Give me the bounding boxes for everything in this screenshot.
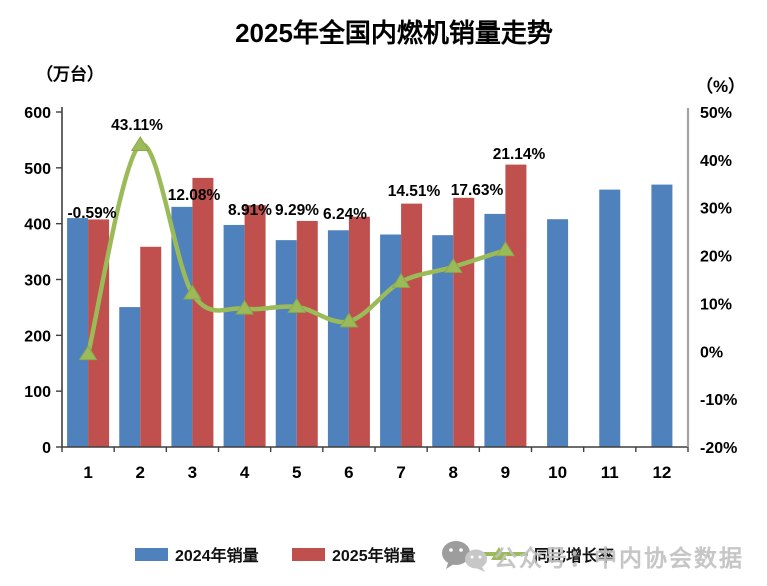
sales-trend-combo-chart: 2025年全国内燃机销量走势 （万台） （%） 0 100 200 300 400 500… <box>24 18 745 482</box>
bar-2024-month-11 <box>599 189 621 447</box>
bar-2024-month-6 <box>327 230 349 447</box>
x-axis-label-month-3: 3 <box>188 463 197 482</box>
bar-2025-month-7 <box>401 203 423 447</box>
growth-marker-month-2 <box>130 136 150 151</box>
bar-2025-month-6 <box>348 216 370 447</box>
bar-2025-month-8 <box>453 197 475 447</box>
x-axis-label-month-7: 7 <box>396 463 405 482</box>
x-axis-label-month-5: 5 <box>292 463 301 482</box>
bar-2024-month-2 <box>119 307 141 447</box>
left-axis-unit-label: （万台） <box>36 64 104 84</box>
right-axis-tick-label: 0% <box>700 344 723 361</box>
right-axis-unit-label: （%） <box>696 76 745 96</box>
legend-label-growth: 同比增长率 <box>534 548 615 565</box>
legend-item-growth: 同比增长率 <box>468 542 614 566</box>
bar-2024-month-9 <box>484 213 506 447</box>
legend-swatch-2025-icon <box>292 547 325 561</box>
growth-label-month-9: 21.14% <box>493 146 546 163</box>
growth-label-month-7: 14.51% <box>388 183 441 200</box>
growth-marker-month-6 <box>339 312 359 328</box>
bar-2024-month-7 <box>380 234 402 447</box>
x-axis-label-month-4: 4 <box>240 463 250 482</box>
x-axis-label-month-6: 6 <box>344 463 353 482</box>
growth-marker-month-5 <box>287 297 307 313</box>
legend-label-2025: 2025年销量 <box>332 548 416 565</box>
bar-2024-month-10 <box>547 219 569 447</box>
x-axis-label-month-2: 2 <box>136 463 145 482</box>
right-axis-tick-label: 10% <box>700 296 732 313</box>
bar-2024-month-3 <box>171 206 193 447</box>
left-axis-tick-label: 400 <box>24 217 51 234</box>
right-axis-tick-label: 20% <box>700 249 732 266</box>
growth-marker-month-9 <box>496 241 515 257</box>
right-axis-tick-label: 30% <box>700 201 732 218</box>
legend-label-2024: 2024年销量 <box>175 548 259 565</box>
x-axis-label-month-11: 11 <box>601 463 619 482</box>
x-axis-label-month-1: 1 <box>83 463 92 482</box>
bar-2025-month-4 <box>244 205 266 447</box>
growth-label-month-3: 12.08% <box>168 187 221 204</box>
left-axis-tick-label: 200 <box>24 328 51 345</box>
left-axis-tick-label: 600 <box>24 105 51 122</box>
growth-marker-month-8 <box>443 257 463 273</box>
bar-2024-month-4 <box>223 224 245 447</box>
bar-2025-month-9 <box>505 164 527 447</box>
legend-item-2024: 2024年销量 <box>135 542 259 566</box>
bar-2024-month-8 <box>432 235 454 447</box>
chart-legend: 2024年销量 2025年销量 同比增长率 <box>0 540 767 566</box>
bar-2024-month-5 <box>275 240 297 447</box>
growth-marker-month-1 <box>78 345 98 361</box>
bar-2024-month-1 <box>67 218 89 447</box>
growth-label-month-6: 6.24% <box>323 206 367 223</box>
growth-marker-month-4 <box>235 299 254 315</box>
bar-2025-month-3 <box>192 177 214 447</box>
growth-marker-month-7 <box>391 272 411 288</box>
chart-title: 2025年全国内燃机销量走势 <box>235 18 553 48</box>
left-axis-tick-label: 300 <box>24 273 51 290</box>
x-axis-label-month-12: 12 <box>652 463 671 482</box>
growth-label-month-1: -0.59% <box>67 205 116 222</box>
growth-marker-month-3 <box>183 284 202 300</box>
left-axis-tick-label: 0 <box>42 440 51 457</box>
legend-line-triangle-icon <box>470 547 528 560</box>
bar-2025-month-2 <box>140 246 162 447</box>
left-axis-tick-label: 500 <box>24 161 51 178</box>
legend-swatch-2024-icon <box>135 547 168 561</box>
x-axis-label-month-9: 9 <box>501 463 510 482</box>
right-axis-tick-label: 40% <box>700 153 732 170</box>
bar-2025-month-5 <box>296 220 318 447</box>
x-axis-label-month-8: 8 <box>449 463 458 482</box>
left-axis-tick-label: 100 <box>24 384 51 401</box>
growth-label-month-8: 17.63% <box>451 182 504 199</box>
x-axis-label-month-10: 10 <box>548 463 567 482</box>
bar-2024-month-12 <box>651 184 673 448</box>
right-axis-tick-label: -20% <box>700 440 737 457</box>
legend-item-2025: 2025年销量 <box>292 542 416 566</box>
growth-label-month-4: 8.91% <box>228 202 272 219</box>
plot-area: 0 100 200 300 400 500 600 -20% -10% 0% 10% 20% 30% 40… <box>24 105 737 482</box>
right-axis-tick-label: 50% <box>700 105 732 122</box>
growth-label-month-2: 43.11% <box>111 117 163 134</box>
right-axis-tick-label: -10% <box>700 392 737 409</box>
growth-label-month-5: 9.29% <box>275 202 319 219</box>
